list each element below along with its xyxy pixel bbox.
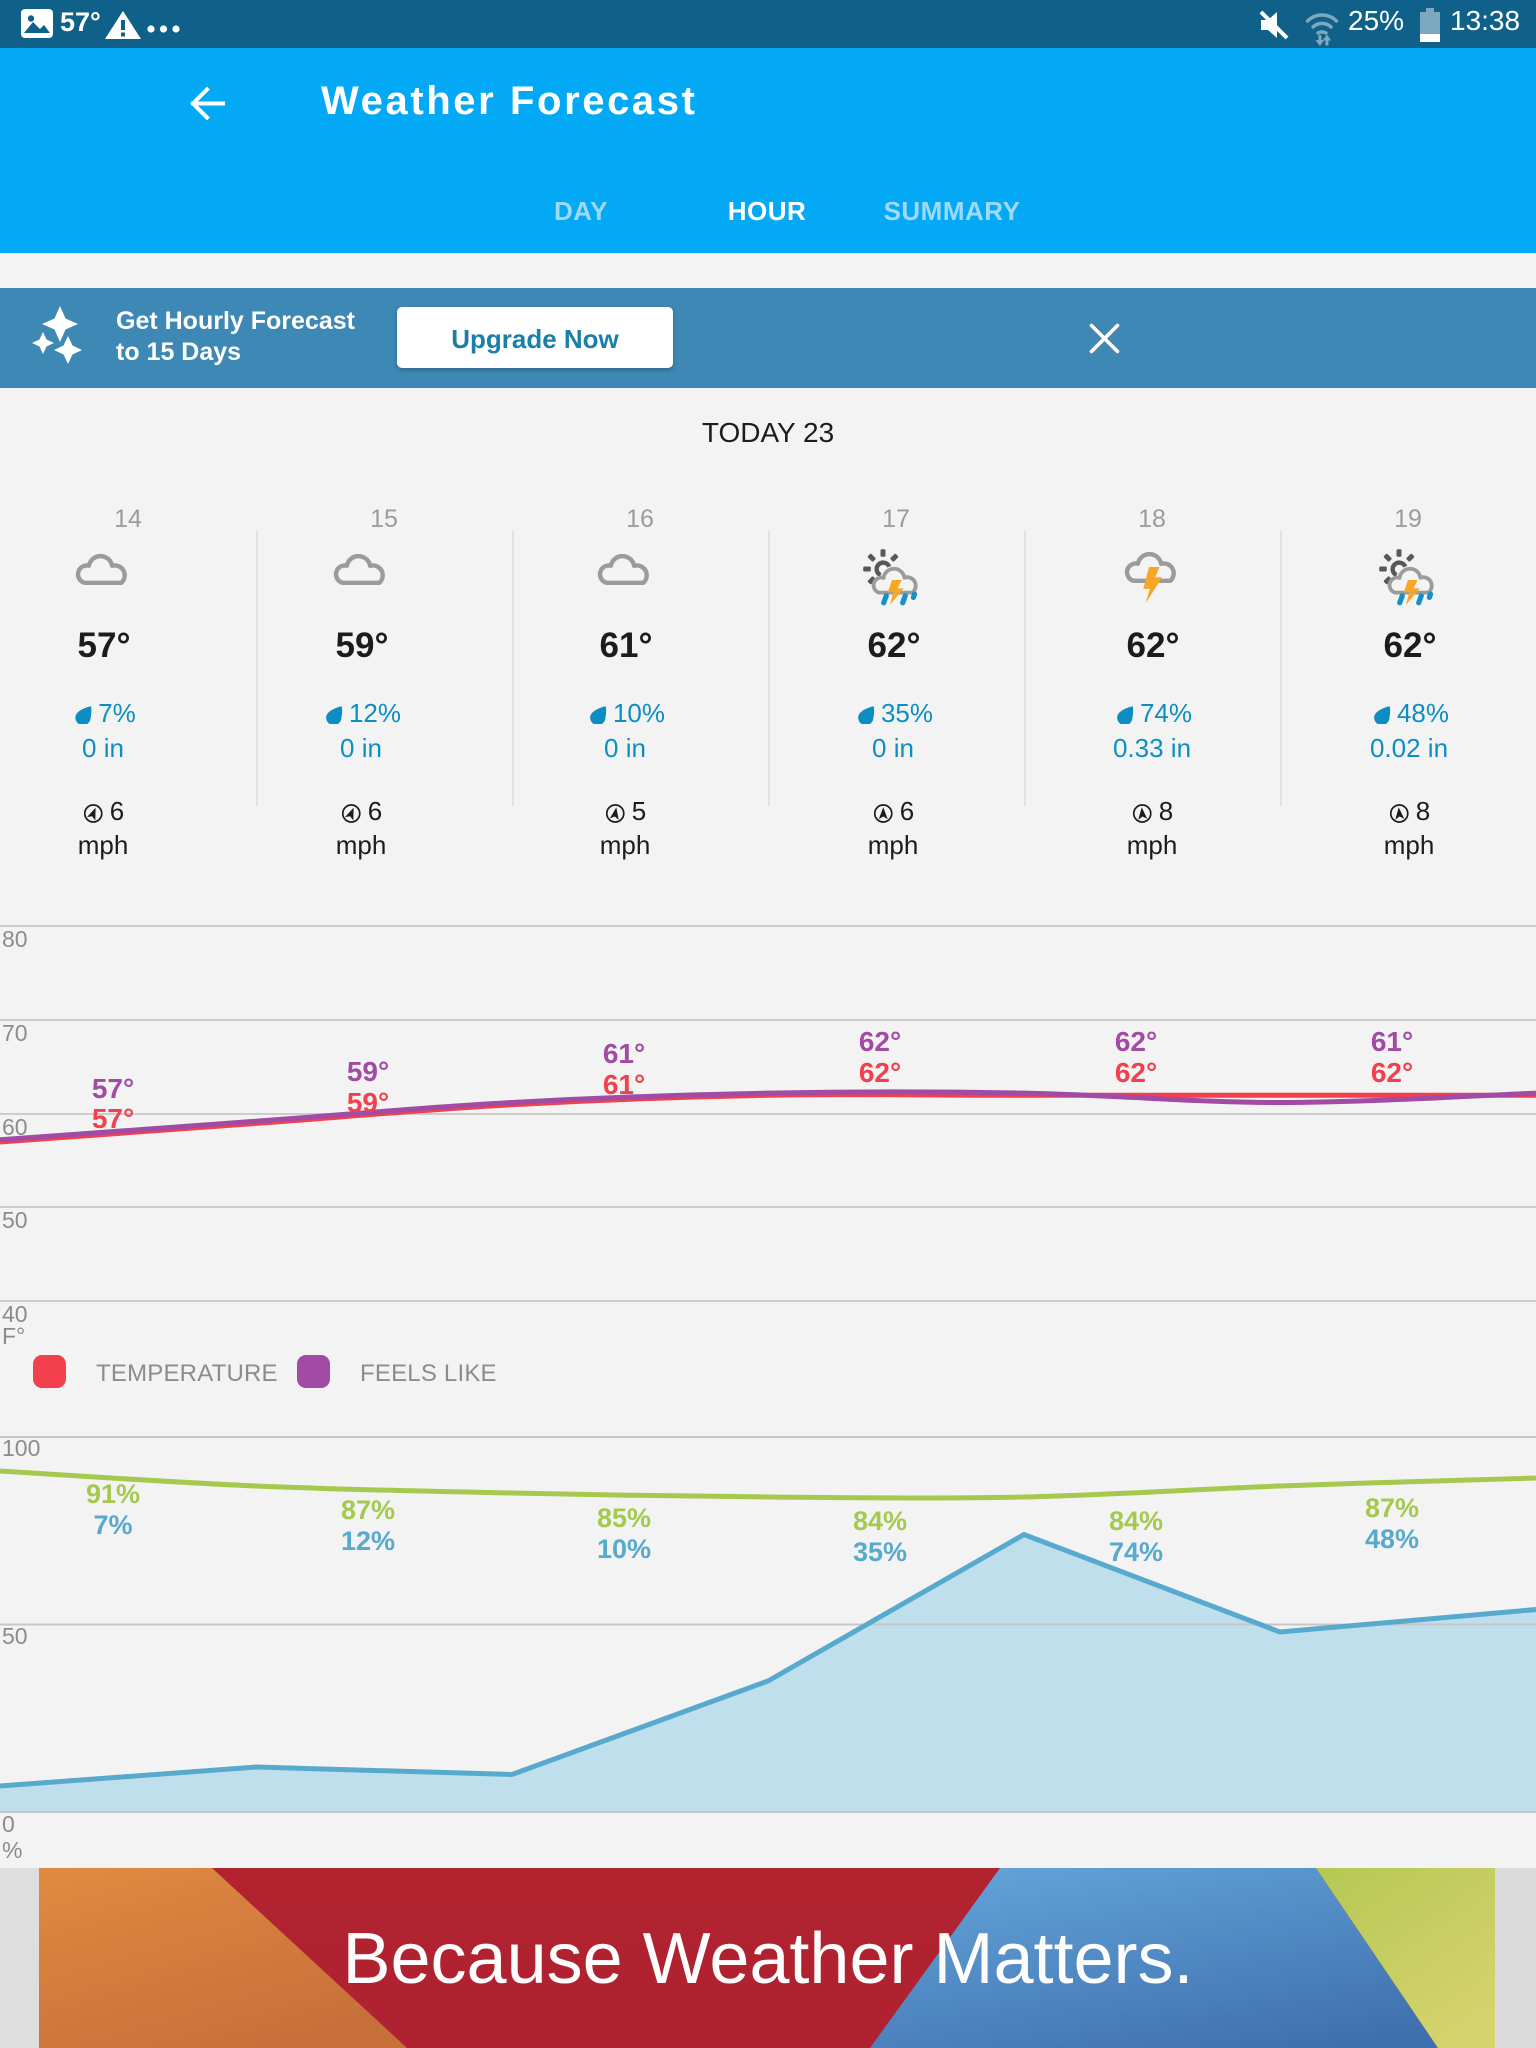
svg-text:62°: 62° bbox=[859, 1026, 901, 1057]
svg-text:85%: 85% bbox=[597, 1503, 651, 1533]
svg-text:62°: 62° bbox=[1115, 1057, 1157, 1088]
svg-text:57°: 57° bbox=[92, 1103, 134, 1134]
svg-text:61°: 61° bbox=[603, 1069, 645, 1100]
svg-text:12%: 12% bbox=[341, 1526, 395, 1556]
svg-text:62°: 62° bbox=[1115, 1026, 1157, 1057]
svg-text:48%: 48% bbox=[1365, 1524, 1419, 1554]
svg-text:7%: 7% bbox=[93, 1510, 132, 1540]
svg-text:84%: 84% bbox=[853, 1506, 907, 1536]
svg-text:57°: 57° bbox=[92, 1073, 134, 1104]
svg-text:87%: 87% bbox=[1365, 1493, 1419, 1523]
svg-text:62°: 62° bbox=[859, 1057, 901, 1088]
svg-text:74%: 74% bbox=[1109, 1537, 1163, 1567]
svg-text:70: 70 bbox=[2, 1020, 28, 1046]
svg-text:59°: 59° bbox=[347, 1087, 389, 1118]
svg-text:62°: 62° bbox=[1371, 1057, 1413, 1088]
svg-text:50: 50 bbox=[2, 1623, 28, 1649]
svg-text:61°: 61° bbox=[1371, 1026, 1413, 1057]
svg-text:F°: F° bbox=[2, 1323, 25, 1349]
svg-text:50: 50 bbox=[2, 1207, 28, 1233]
svg-text:10%: 10% bbox=[597, 1534, 651, 1564]
svg-text:59°: 59° bbox=[347, 1056, 389, 1087]
svg-text:87%: 87% bbox=[341, 1495, 395, 1525]
svg-text:91%: 91% bbox=[86, 1479, 140, 1509]
svg-text:%: % bbox=[2, 1837, 22, 1862]
svg-text:FEELS LIKE: FEELS LIKE bbox=[360, 1360, 497, 1387]
svg-text:40: 40 bbox=[2, 1301, 28, 1327]
svg-text:80: 80 bbox=[2, 926, 28, 952]
svg-text:TEMPERATURE: TEMPERATURE bbox=[96, 1360, 278, 1387]
svg-text:0: 0 bbox=[2, 1811, 15, 1837]
svg-text:84%: 84% bbox=[1109, 1506, 1163, 1536]
svg-text:61°: 61° bbox=[603, 1038, 645, 1069]
svg-text:35%: 35% bbox=[853, 1537, 907, 1567]
svg-text:100: 100 bbox=[2, 1435, 40, 1461]
svg-text:Because Weather Matters.: Because Weather Matters. bbox=[342, 1919, 1193, 1999]
